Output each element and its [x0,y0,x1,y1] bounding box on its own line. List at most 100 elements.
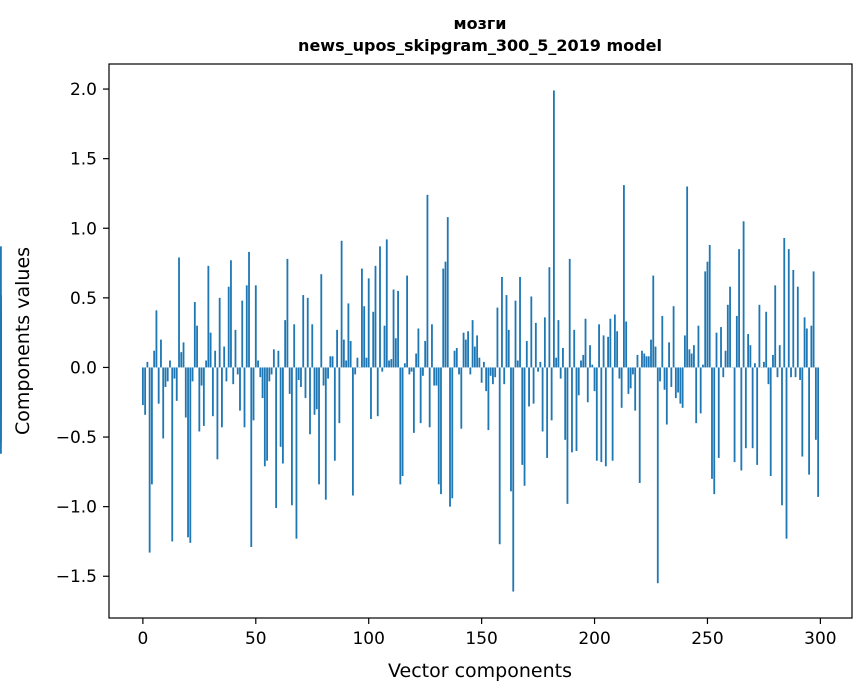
bar-81 [324,367,327,500]
bar-290 [796,286,799,368]
bar-117 [406,275,409,368]
bar-149 [478,357,481,368]
bar-209 [613,314,616,368]
bar-137 [451,367,454,499]
bar-77 [315,367,318,410]
bar-288 [792,270,795,368]
bar-129 [433,367,436,386]
bar-12 [169,360,171,368]
bar-244 [693,345,695,368]
bar-34 [218,297,221,368]
bar-59 [275,367,278,509]
bar-204 [602,335,605,368]
bar-93 [352,367,354,496]
bar-49 [252,367,255,421]
bar-229 [659,367,661,382]
bar-243 [690,353,693,368]
y-tick-label: −0.5 [56,428,97,448]
bar-139 [455,347,458,368]
bar-100 [367,278,370,368]
bar-188 [566,367,569,504]
x-tick-label: 250 [691,629,723,649]
bar-293 [803,317,806,368]
bar-63 [284,320,287,368]
bar-199 [591,364,594,368]
bar-undefined [0,311,2,368]
bar-195 [582,354,585,368]
bar-220 [638,367,641,483]
bar-296 [810,325,813,368]
bar-262 [733,367,736,463]
chart-title: мозги [454,14,507,33]
bar-152 [485,367,488,392]
bar-245 [695,367,698,424]
bar-138 [453,350,456,368]
bar-62 [281,367,284,464]
bar-25 [198,367,201,432]
bar-72 [304,367,307,399]
x-tick-label: 0 [137,629,148,649]
bar-165 [514,300,517,368]
bar-167 [519,276,521,368]
bar-158 [498,367,501,545]
bar-196 [584,318,587,368]
bar-177 [541,367,544,432]
y-tick-label: 1.0 [70,219,97,239]
bar-4 [151,367,153,485]
bar-159 [501,276,503,368]
bar-187 [564,367,567,440]
bar-43 [239,367,241,411]
bar-97 [361,268,363,368]
bar-169 [523,367,526,486]
bar-0 [141,367,144,406]
bar-39 [230,260,232,368]
bar-238 [679,367,682,404]
y-tick-label: 0.5 [70,289,97,309]
bar-108 [385,239,388,368]
bar-56 [268,367,271,382]
bar-295 [808,367,810,475]
bar-107 [383,325,386,368]
bar-undefined [0,367,2,443]
bar-203 [600,367,603,463]
bar-284 [783,237,786,368]
bar-173 [532,367,535,404]
bar-207 [609,318,612,368]
bar-71 [302,295,305,368]
bar-23 [193,302,196,368]
chart-subtitle: news_upos_skipgram_300_5_2019 model [298,36,662,55]
bar-281 [776,367,779,378]
bar-260 [729,286,731,368]
bar-160 [503,367,506,385]
bar-279 [772,354,774,368]
bar-85 [333,367,336,461]
x-tick-label: 50 [245,629,267,649]
bar-225 [650,339,652,368]
y-tick-label: 2.0 [70,80,97,100]
bar-161 [505,295,508,368]
bar-30 [209,332,212,368]
bar-68 [295,367,298,539]
bar-168 [521,367,524,465]
bar-6 [155,310,158,368]
bar-110 [390,359,393,368]
bar-75 [311,324,314,368]
bar-141 [460,367,463,429]
bar-18 [182,342,185,368]
bar-200 [593,367,596,392]
bar-219 [636,354,639,368]
bar-102 [372,311,375,368]
bar-41 [234,329,237,368]
bar-112 [394,338,397,368]
bar-268 [747,334,750,368]
bar-52 [259,367,262,378]
bar-287 [790,367,792,378]
y-axis: −1.5 −1.0 −0.5 0.0 0.5 1.0 1.5 2.0 [56,80,109,587]
bar-249 [704,271,707,368]
bar-255 [717,367,720,458]
bar-54 [263,367,266,467]
bar-252 [711,367,713,479]
bar-123 [419,367,422,424]
bar-247 [699,367,702,414]
bar-190 [571,367,573,453]
